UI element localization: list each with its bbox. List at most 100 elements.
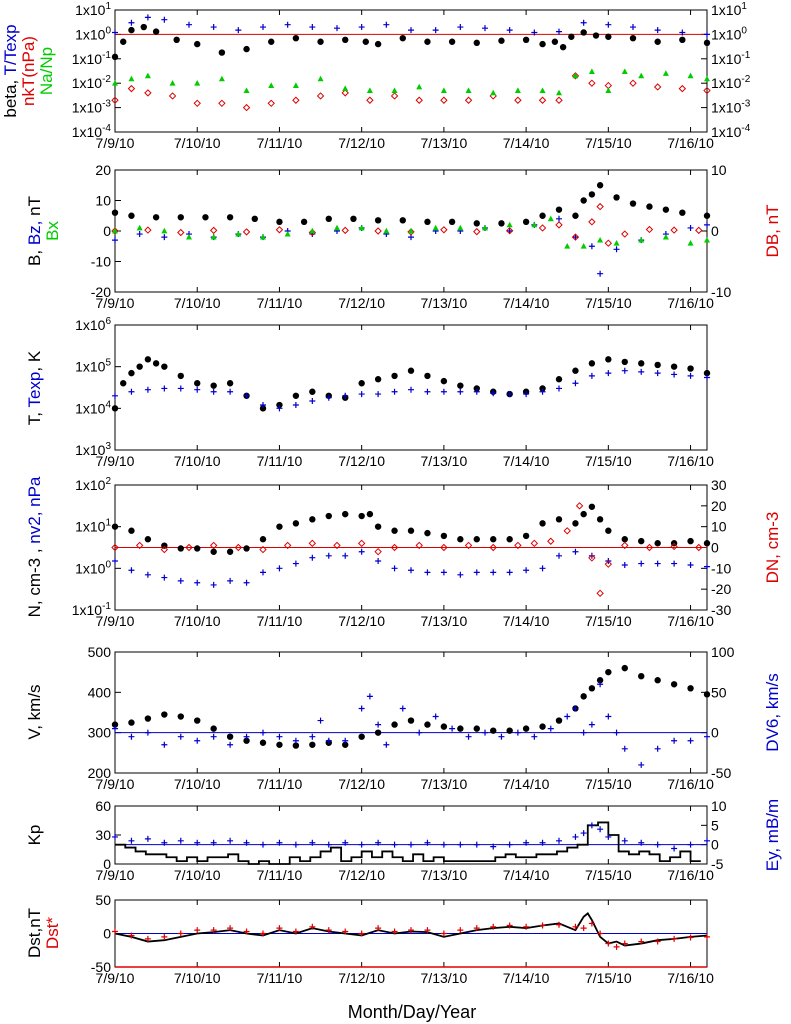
p2-series-black-point (572, 212, 579, 219)
p2-series-black-point (300, 218, 308, 226)
p2-series-green-point (309, 227, 316, 234)
p3-series-black-point (703, 369, 711, 377)
p4-series-black-point (473, 536, 480, 543)
p5-series-black-point (177, 713, 184, 720)
p1-series-black-point (473, 39, 480, 47)
p3-series-black-point (161, 363, 168, 370)
p2-series-blue-point (613, 246, 620, 253)
p5-series-blue-point (588, 721, 595, 728)
p1-ytick-label: 1x101 (75, 1, 111, 18)
p3-series-black-point (605, 356, 612, 363)
p7-xtick-label: 7/11/10 (257, 970, 303, 986)
p6-series-blue-point (506, 841, 513, 848)
p4-series-black-point (259, 536, 267, 543)
p3-series-black-point (539, 385, 546, 392)
p3-series-blue-point (194, 386, 201, 393)
p1-series-black-point (173, 36, 180, 44)
p6-xtick-label: 7/12/10 (338, 867, 385, 883)
p2-series-red-point (571, 233, 580, 241)
p7-ytick-label: 0 (103, 926, 111, 942)
p2-series-green-point (662, 233, 669, 240)
p4-series-red-point (604, 560, 613, 568)
p1-series-black-point (120, 38, 127, 45)
p1-series-red-point (366, 96, 374, 104)
p1-ylabel-2: nkT(nPa) (19, 36, 38, 106)
p1-series-blue-point (186, 21, 192, 28)
p1-xtick-label: 7/16/10 (667, 135, 714, 151)
p7-series-red-point (292, 928, 299, 935)
p4-series-blue-point (243, 579, 250, 586)
p7-series-red-point (605, 940, 612, 947)
p4-series-black-point (243, 545, 250, 552)
p1-series-black-point (152, 28, 160, 35)
p1-series-green-point (194, 80, 201, 86)
p2-series-black-point (128, 212, 135, 219)
p5-series-black-point (539, 723, 546, 730)
p4-series-blue-point (654, 560, 661, 567)
p2-series-green-point (482, 224, 488, 231)
p4-series-black-point (358, 512, 365, 520)
p3-series-black-point (555, 376, 563, 383)
p1-series-black-point (448, 38, 456, 45)
p5-series-black-point (654, 677, 661, 684)
p2-series-red-point (242, 228, 251, 236)
p1-series-blue-point (128, 19, 135, 26)
p1-series-black-point (559, 43, 567, 51)
p6-series-blue-point (210, 839, 217, 846)
p2-xtick-label: 7/16/10 (667, 295, 714, 311)
p1-series-black-point (539, 40, 546, 48)
p4-ytick-right-label: 30 (711, 477, 727, 493)
p1-xtick-label: 7/13/10 (421, 135, 468, 151)
p6-xtick-label: 7/11/10 (257, 867, 303, 883)
p7-series-red-point (194, 927, 201, 934)
p5-series-blue-point (194, 737, 201, 744)
p3-series-blue-point (391, 388, 398, 395)
p4-series-blue-point (408, 567, 414, 574)
p1-series-blue-point (408, 27, 414, 34)
p1-series-green-point (268, 82, 275, 88)
p5-series-blue-point (210, 733, 217, 740)
p3-series-black-point (572, 367, 579, 374)
p4-series-blue-point (325, 552, 332, 559)
p4-series-red-point (645, 543, 654, 552)
p1-ytick-right-label: 1x10-2 (711, 74, 751, 91)
p4-xtick-label: 7/14/10 (503, 613, 550, 629)
p3-series-blue-point (144, 386, 151, 393)
p3-series-black-point (128, 369, 135, 377)
p3-xtick-label: 7/16/10 (667, 453, 714, 469)
p2-series-green-point (186, 233, 192, 240)
p3-xtick-label: 7/12/10 (338, 453, 385, 469)
p1-series-red-point (653, 83, 662, 91)
p1-series-green-point (704, 75, 710, 82)
p2-series-red-point (588, 218, 596, 226)
p4-ytick-right-label: -10 (711, 560, 731, 576)
p1-series-red-point (678, 84, 687, 93)
p3-xtick-label: 7/13/10 (421, 453, 468, 469)
p2-series-red-point (473, 227, 481, 236)
p2-series-black-point (539, 212, 546, 219)
p1-series-black-point (568, 33, 575, 40)
p2-series-red-point (505, 226, 514, 235)
p7-series-red-point (613, 943, 620, 950)
p5-series-black-point (440, 723, 448, 730)
p2-series-red-point (555, 221, 563, 229)
p5-series-blue-point (177, 733, 184, 740)
p3-series-black-point (407, 367, 415, 374)
p2-ytick-right-label: -10 (711, 284, 731, 300)
p6-series-blue-point (440, 841, 447, 848)
p4-series-red-point (390, 543, 399, 552)
p7-series-red-point (704, 933, 710, 940)
p4-series-black-point (506, 536, 513, 543)
p4-series-blue-point (539, 565, 546, 572)
p6-series-blue-point (621, 837, 628, 844)
p5-series-blue-point (416, 729, 423, 736)
p7-series-red-point (572, 923, 579, 930)
p5-ytick-right-label: 0 (711, 725, 719, 741)
p4-series-red-point (621, 541, 629, 550)
p6-series-blue-point (375, 839, 382, 846)
p1-series-green-point (292, 82, 299, 88)
p1-series-black-point (424, 38, 431, 45)
p1-series-blue-point (654, 27, 661, 34)
p4-series-blue-point (161, 574, 168, 581)
p3-series-blue-point (424, 388, 431, 395)
